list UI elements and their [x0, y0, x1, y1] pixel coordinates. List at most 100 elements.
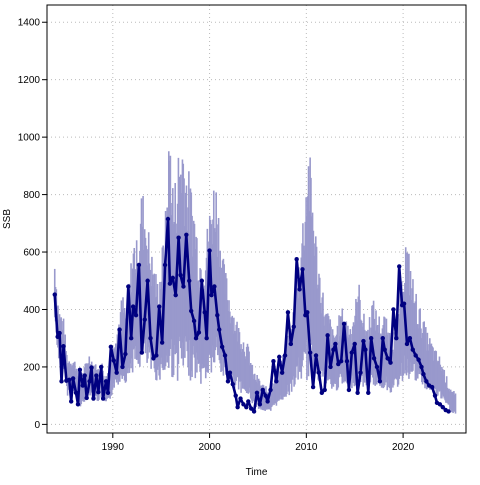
ssb-data-point [75, 402, 81, 407]
ssb-data-point [446, 409, 451, 414]
ssb-data-point [338, 358, 344, 364]
ssb-data-point [288, 341, 294, 347]
ssb-data-point [358, 370, 363, 375]
ssb-data-point [151, 356, 156, 361]
ssb-data-point [70, 376, 76, 381]
ssb-data-point [385, 356, 390, 361]
ssb-data-point [187, 278, 192, 283]
ssb-data-point [297, 287, 302, 292]
ssb-data-point [181, 284, 186, 289]
y-tick-label: 400 [23, 305, 40, 316]
ssb-data-point [251, 409, 257, 414]
ssb-data-point [404, 341, 410, 347]
ssb-data-point [440, 404, 445, 410]
ssb-data-point [184, 232, 189, 237]
ssb-data-point [67, 377, 72, 383]
ssb-data-point [391, 307, 396, 312]
ssb-data-point [227, 370, 233, 375]
ssb-data-point [145, 278, 150, 283]
plot-frame [46, 4, 467, 434]
ssb-data-point [188, 308, 194, 314]
ssb-data-point [366, 390, 371, 395]
ssb-data-point [209, 292, 214, 298]
ssb-data-point [123, 351, 128, 357]
x-tick-label: 2020 [392, 442, 415, 453]
ssb-data-point [316, 370, 322, 375]
ssb-data-point [282, 353, 288, 358]
ssb-data-point [217, 327, 222, 332]
ssb-data-point [94, 373, 99, 378]
ssb-data-point [363, 347, 368, 352]
ssb-data-point [419, 364, 424, 370]
ssb-data-point [108, 344, 114, 350]
series-points-layer [52, 216, 451, 414]
ssb-data-point [133, 313, 139, 318]
ssb-data-point [52, 292, 57, 297]
ssb-data-point [254, 390, 260, 395]
ssb-data-point [429, 384, 435, 390]
x-axis-label: Time [246, 467, 268, 478]
ssb-data-point [55, 334, 60, 339]
x-tick-label: 2010 [295, 442, 318, 453]
ssb-data-point [173, 292, 178, 298]
ssb-data-point [322, 387, 327, 393]
ssb-data-point [196, 330, 202, 335]
ssb-data-point [238, 396, 243, 401]
ssb-data-point [341, 321, 347, 327]
ssb-data-point [59, 379, 64, 384]
ssb-data-point [170, 275, 175, 281]
ssb-data-point [285, 310, 291, 315]
ssb-data-point [344, 358, 350, 364]
ssb-data-point [80, 383, 86, 388]
ssb-data-point [416, 357, 421, 362]
ssb-data-point [268, 387, 273, 393]
ssb-data-point [397, 264, 402, 269]
ssb-data-point [142, 317, 147, 322]
ssb-data-point [96, 390, 101, 395]
ssb-data-point [91, 396, 96, 401]
ssb-data-point [279, 370, 285, 375]
confidence-band-layer [53, 151, 457, 414]
y-tick-label: 1200 [18, 75, 41, 86]
ssb-data-point [263, 393, 268, 398]
ssb-data-point [413, 353, 418, 358]
ssb-data-point [117, 327, 122, 332]
ssb-data-point [191, 318, 197, 324]
ssb-data-point [212, 284, 217, 289]
ssb-data-point [84, 395, 89, 401]
ssb-data-point [178, 272, 183, 278]
ssb-data-point [401, 301, 407, 306]
ssb-data-point [193, 336, 199, 341]
ssb-data-point [407, 336, 413, 341]
ssb-data-point [167, 281, 173, 286]
ssb-data-point [388, 360, 393, 365]
y-tick-label: 600 [23, 248, 40, 259]
ssb-data-point [230, 381, 235, 387]
ssb-data-point [82, 373, 87, 378]
ssb-data-point [128, 336, 134, 341]
ssb-data-point [215, 313, 220, 318]
ssb-data-point [374, 364, 380, 370]
ssb-data-point [202, 310, 207, 315]
ssb-data-point [199, 278, 205, 283]
ssb-data-point [176, 235, 181, 240]
ssb-data-point [300, 267, 305, 272]
ssb-data-point [225, 379, 231, 384]
ssb-data-point [77, 367, 83, 373]
y-tick-label: 1000 [18, 133, 41, 144]
ssb-data-point [377, 379, 383, 384]
ssb-data-point [274, 379, 279, 384]
ssb-data-point [336, 361, 341, 367]
ssb-data-point [313, 353, 319, 358]
x-axis: 1990 2000 2010 2020 [102, 433, 415, 453]
y-axis: 0 200 400 600 800 1000 1200 1400 [18, 18, 47, 431]
ssb-data-point [98, 364, 104, 370]
ssb-data-point [331, 347, 336, 352]
ssb-data-point [87, 379, 92, 384]
ssb-data-point [355, 390, 360, 395]
ssb-data-point [424, 379, 429, 384]
ssb-data-point [219, 344, 225, 350]
ssb-data-point [68, 399, 74, 404]
ssb-data-point [235, 404, 240, 410]
